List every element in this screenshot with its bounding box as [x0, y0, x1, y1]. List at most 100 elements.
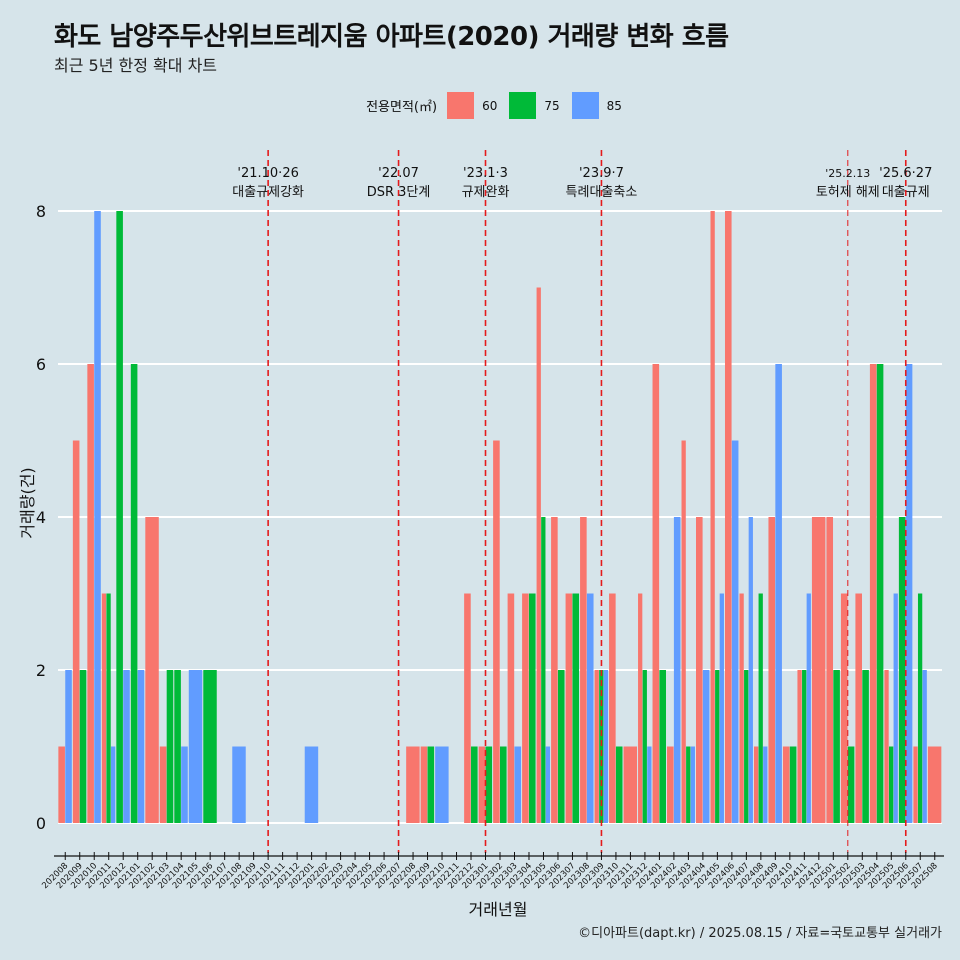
bar-202504-75 — [876, 364, 884, 823]
chart-subtitle: 최근 5년 한정 확대 차트 — [54, 56, 218, 75]
bar-202501-60 — [826, 517, 834, 823]
bar-202410-60 — [782, 746, 790, 823]
bar-202011-60 — [101, 593, 107, 823]
bar-202405-60 — [710, 211, 715, 823]
legend-item-75: 75 — [509, 92, 560, 119]
bar-202408-85 — [763, 746, 768, 823]
chart-title: 화도 남양주두산위브트레지움 아파트(2020) 거래량 변화 흐름 — [54, 22, 729, 52]
legend-item-60: 60 — [447, 92, 497, 119]
bar-202101-85 — [137, 670, 145, 823]
bar-202407-75 — [744, 670, 749, 823]
event-label-202309: 특례대출축소 — [566, 185, 638, 200]
bar-202408-60 — [753, 746, 759, 823]
bars — [58, 211, 942, 823]
bar-202209-60 — [420, 746, 428, 823]
bar-202101-75 — [130, 364, 138, 823]
bar-202209-75 — [427, 746, 435, 823]
bar-202502-75 — [847, 746, 855, 823]
bar-202403-60 — [681, 440, 686, 823]
event-lines: '21.10·26 대출규제강화 '22.07 DSR 3단계 '23.1·3 규제완화 '… — [232, 150, 932, 853]
bar-202208-60 — [406, 746, 420, 823]
event-date-202309: '23.9·7 — [579, 166, 624, 181]
legend-label-75: 75 — [544, 98, 560, 113]
bar-202008-85 — [65, 670, 72, 823]
bar-202103-75 — [166, 670, 174, 823]
y-tick-label-4: 4 — [36, 508, 46, 527]
legend-label-85: 85 — [606, 98, 622, 113]
bar-202402-85 — [673, 517, 681, 823]
bar-202503-75 — [862, 670, 869, 823]
bar-202312-85 — [647, 746, 652, 823]
source-caption: ©디아파트(dapt.kr) / 2025.08.15 / 자료=국토교통부 실… — [578, 926, 942, 941]
bar-202504-60 — [869, 364, 877, 823]
bar-202507-85 — [922, 670, 927, 823]
bar-202408-75 — [758, 593, 763, 823]
bar-202502-60 — [840, 593, 848, 823]
event-date-202506: '25.6·27 — [879, 166, 932, 181]
bar-202010-60 — [87, 364, 94, 823]
bar-202303-85 — [514, 746, 522, 823]
bar-202406-60 — [724, 211, 732, 823]
bar-202309-75 — [599, 670, 604, 823]
bar-202403-75 — [686, 746, 691, 823]
y-tick-label-6: 6 — [36, 355, 46, 374]
bar-202508-60 — [927, 746, 942, 823]
bar-202201-85 — [304, 746, 319, 823]
bar-202306-60 — [551, 517, 558, 823]
legend-title: 전용면적(㎡) — [366, 100, 438, 115]
event-date-202502: '25.2.13 — [825, 167, 870, 180]
bar-202105-85 — [188, 670, 203, 823]
bar-202306-75 — [557, 670, 565, 823]
bar-202305-75 — [541, 517, 546, 823]
y-tick-label-8: 8 — [36, 202, 46, 221]
bar-202308-60 — [580, 517, 587, 823]
bar-202303-60 — [507, 593, 515, 823]
bar-202401-60 — [652, 364, 660, 823]
bar-202309-85 — [603, 670, 609, 823]
bar-202310-60 — [609, 593, 616, 823]
bar-202405-75 — [715, 670, 720, 823]
bar-202305-60 — [536, 287, 541, 823]
bar-202301-60 — [478, 746, 486, 823]
bar-202505-75 — [888, 746, 894, 823]
legend-item-85: 85 — [571, 92, 622, 119]
event-label-202207: DSR 3단계 — [367, 185, 431, 200]
event-date-202207: '22.07 — [378, 166, 419, 181]
bar-202008-60 — [58, 746, 65, 823]
bar-202403-85 — [690, 746, 695, 823]
bar-202103-60 — [159, 746, 167, 823]
bar-202011-75 — [106, 593, 111, 823]
bar-202212-75 — [471, 746, 478, 823]
bar-202311-60 — [623, 746, 638, 823]
event-label-202506: 대출규제 — [882, 185, 930, 200]
bar-202410-75 — [789, 746, 797, 823]
bar-202308-85 — [586, 593, 594, 823]
bar-202104-85 — [181, 746, 188, 823]
bar-202312-60 — [638, 593, 643, 823]
bar-202212-60 — [464, 593, 471, 823]
bar-202307-75 — [572, 593, 580, 823]
bar-202102-60 — [145, 517, 159, 823]
y-axis-label: 거래량(건) — [18, 467, 37, 538]
bar-202411-85 — [806, 593, 811, 823]
bar-202505-60 — [884, 670, 889, 823]
bar-202404-60 — [696, 517, 703, 823]
bar-202009-60 — [72, 440, 80, 823]
y-tick-label-0: 0 — [36, 814, 46, 833]
bar-202402-60 — [667, 746, 674, 823]
bar-202407-60 — [739, 593, 744, 823]
bar-202012-75 — [116, 211, 123, 823]
bar-202506-75 — [898, 517, 906, 823]
x-axis-label: 거래년월 — [469, 900, 528, 919]
bar-202407-85 — [748, 517, 753, 823]
bar-202507-75 — [917, 593, 923, 823]
event-date-202110: '21.10·26 — [237, 166, 298, 181]
legend: 전용면적(㎡) 60 75 85 — [20, 92, 960, 119]
bar-202507-60 — [913, 746, 918, 823]
bar-202411-75 — [802, 670, 807, 823]
legend-swatch-85 — [571, 92, 599, 119]
bar-202411-60 — [797, 670, 802, 823]
legend-swatch-75 — [509, 92, 537, 119]
bar-202210-85 — [435, 746, 449, 823]
